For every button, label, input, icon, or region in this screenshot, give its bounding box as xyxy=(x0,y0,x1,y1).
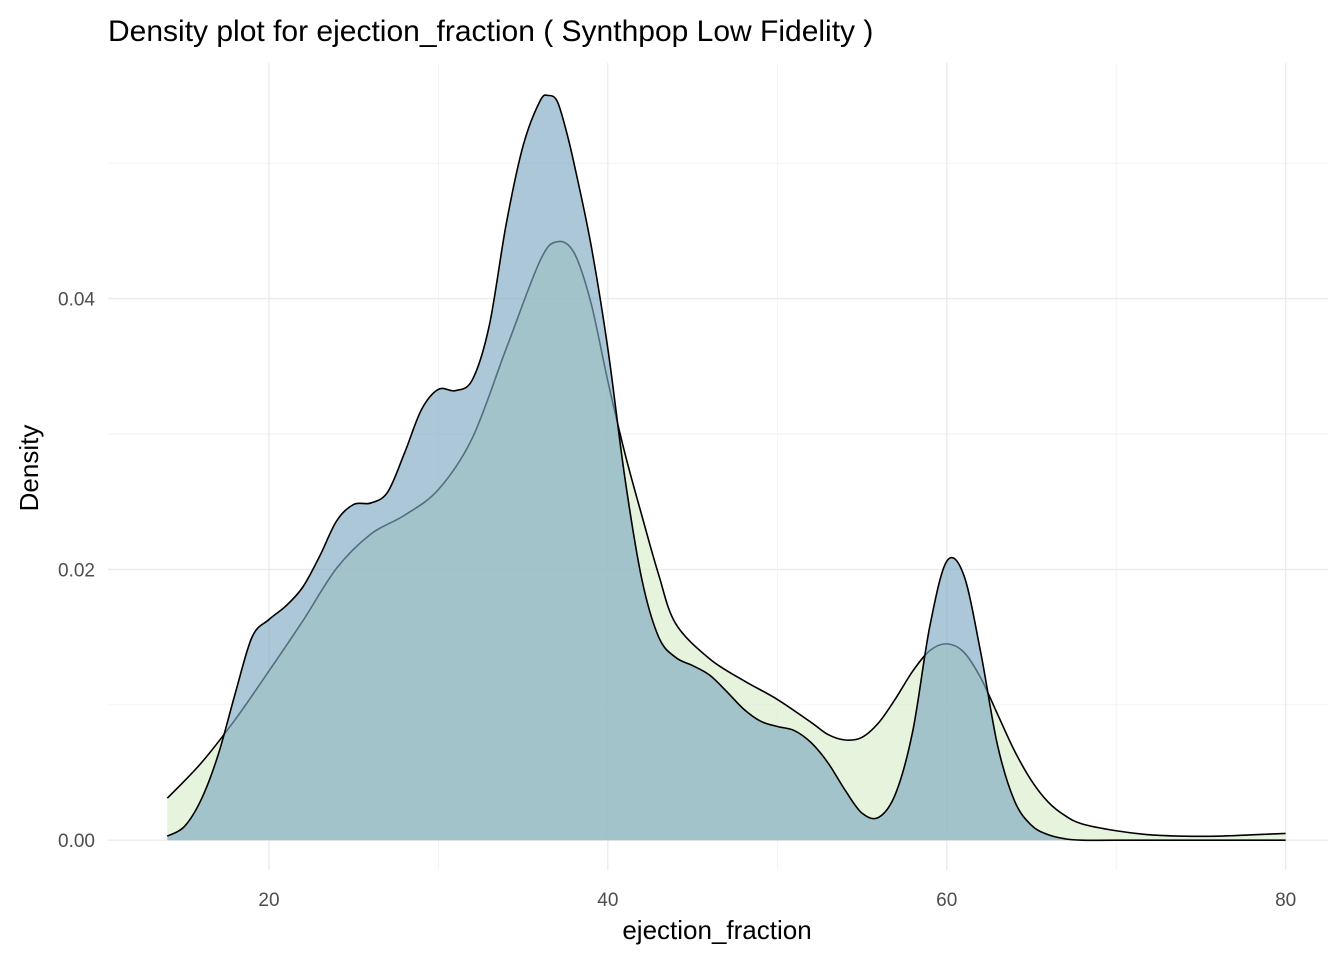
chart-title: Density plot for ejection_fraction ( Syn… xyxy=(108,15,873,48)
y-tick-label: 0.04 xyxy=(58,290,95,311)
x-tick-label: 40 xyxy=(597,890,618,911)
series-layer xyxy=(166,94,1286,842)
x-tick-label: 80 xyxy=(1275,890,1296,911)
density-area-series-2 xyxy=(167,94,1286,841)
x-axis-title: ejection_fraction xyxy=(622,915,811,945)
x-tick-label: 20 xyxy=(258,890,279,911)
y-axis-title: Density xyxy=(14,425,44,512)
density-line-series-2 xyxy=(166,94,1286,842)
x-tick-label: 60 xyxy=(936,890,957,911)
y-tick-label: 0.02 xyxy=(58,560,95,581)
tick-label-layer: 20 40 60 80 0.00 0.02 0.04 xyxy=(58,290,1296,911)
y-tick-label: 0.00 xyxy=(58,831,95,852)
